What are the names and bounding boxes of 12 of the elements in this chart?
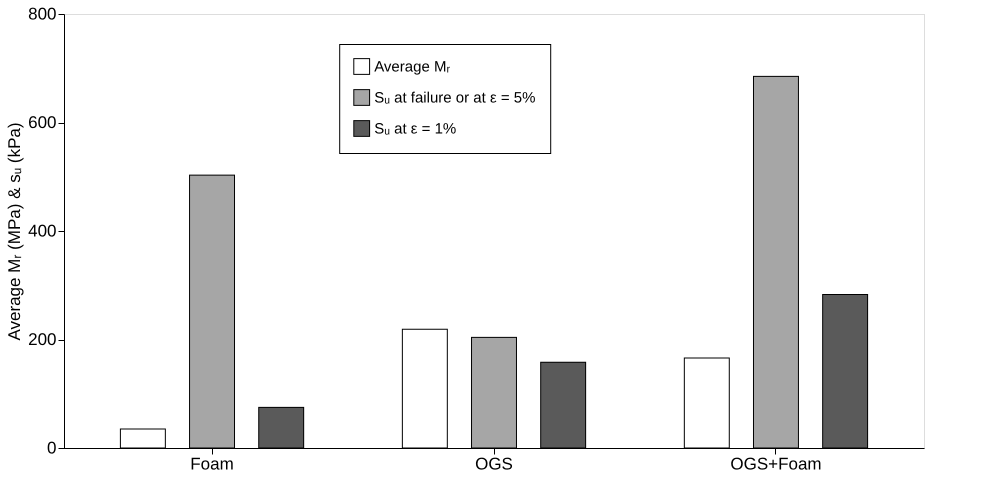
y-axis-title: Average Mᵣ (MPa) & sᵤ (kPa): [5, 122, 24, 341]
legend-label: Sᵤ at ε = 1%: [374, 120, 456, 138]
x-tick-label: OGS+Foam: [730, 454, 822, 474]
y-tick-label: 400: [28, 222, 56, 240]
x-tick-label: Foam: [190, 454, 234, 474]
y-tick-label: 800: [28, 4, 56, 24]
legend-label: Sᵤ at failure or at ε = 5%: [374, 90, 536, 106]
y-tick-label: 0: [47, 438, 56, 458]
legend-label: Average Mᵣ: [374, 58, 450, 76]
y-tick-label: 600: [28, 113, 56, 132]
y-tick-label: 200: [28, 330, 56, 349]
x-tick-label: OGS: [475, 454, 513, 474]
